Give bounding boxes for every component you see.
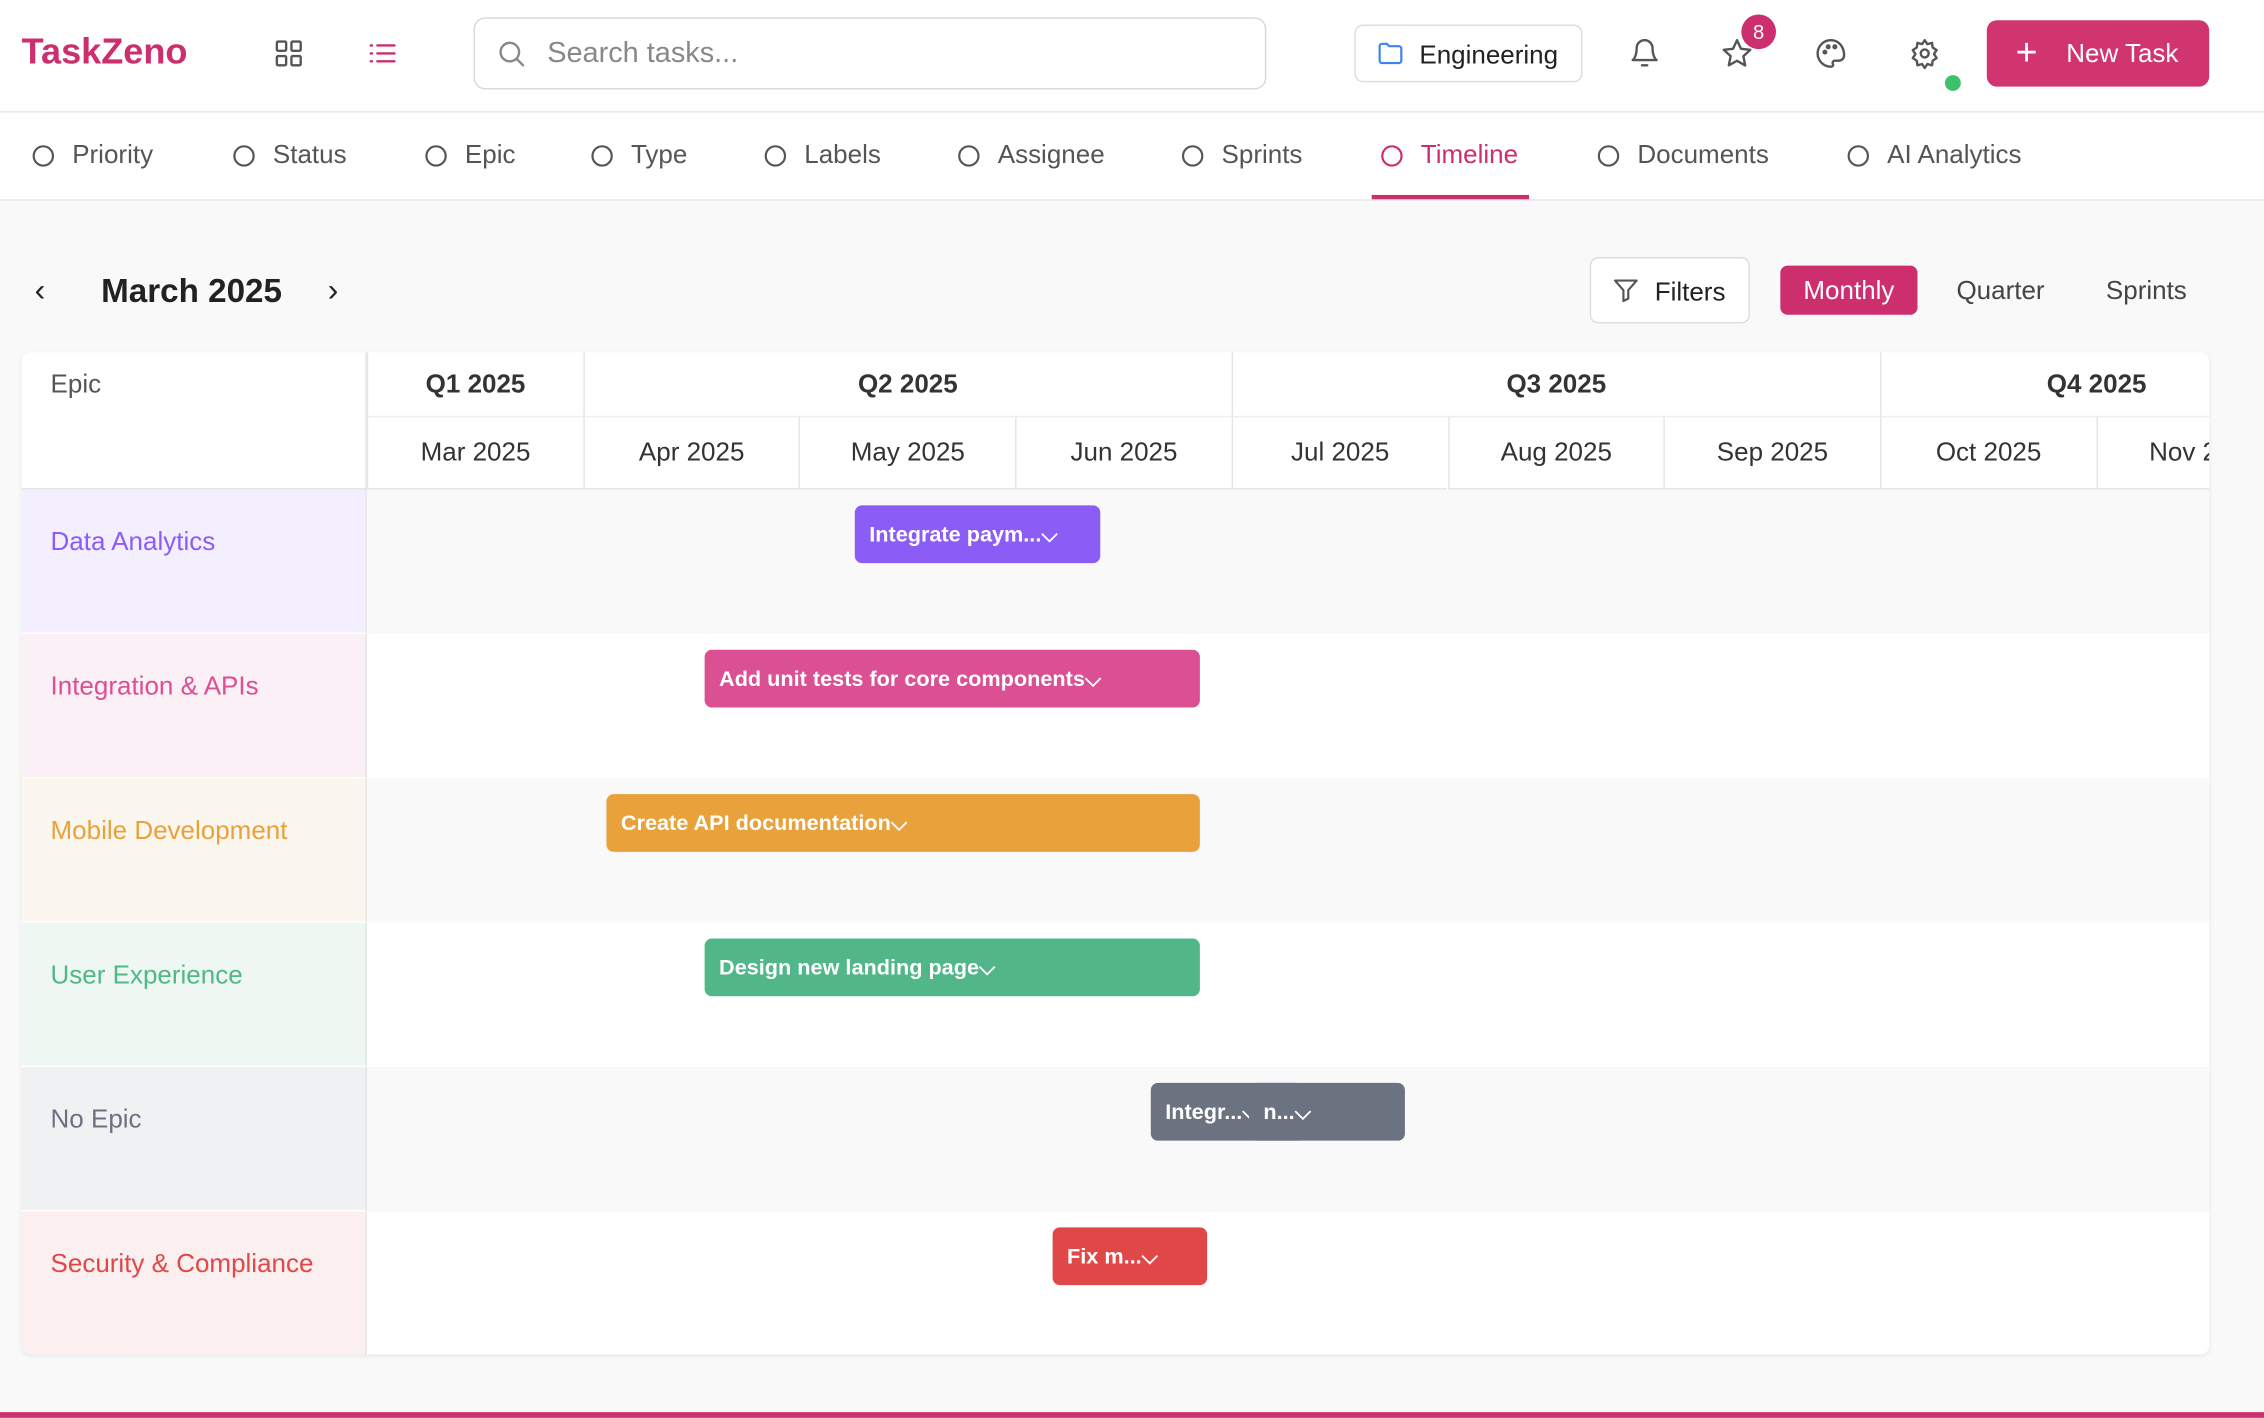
- badge: 8: [1741, 14, 1776, 50]
- task-title: n...: [1263, 1099, 1295, 1125]
- settings[interactable]: [1909, 38, 1941, 70]
- search-box[interactable]: Search tasks...: [473, 17, 1267, 90]
- view-button[interactable]: Sprints: [2079, 266, 2213, 315]
- tab-label: Labels: [804, 140, 881, 169]
- task-title: Add unit tests for core components: [719, 666, 1085, 691]
- tab[interactable]: Timeline: [1377, 140, 1518, 170]
- epic-name: Integration & APIs: [21, 633, 367, 779]
- search-placeholder: Search tasks...: [547, 37, 739, 70]
- quarter-header: Q3 2025: [1231, 352, 1880, 418]
- theme[interactable]: [1815, 38, 1847, 70]
- month-header: May 2025: [799, 417, 1016, 490]
- task-toggle[interactable]: ⌵: [979, 955, 996, 980]
- tab[interactable]: Labels: [761, 140, 881, 170]
- tab-label: Timeline: [1420, 140, 1519, 169]
- tab-bar: [0, 112, 2264, 201]
- tab[interactable]: Sprints: [1178, 140, 1302, 170]
- notifications[interactable]: [1629, 38, 1661, 70]
- tab[interactable]: Documents: [1594, 140, 1769, 170]
- period: March 2025: [101, 271, 283, 309]
- task-toggle[interactable]: ⌵: [890, 810, 908, 836]
- task-toggle[interactable]: ⌵: [1141, 1243, 1159, 1269]
- next-month[interactable]: ›: [327, 271, 339, 308]
- bottom-accent: [0, 1412, 2264, 1418]
- timeline-grid: Epic Q1 2025 Q2 2025 Q3 2025 Q4 2025 Mar 202…: [21, 352, 2210, 1355]
- view-button[interactable]: Quarter: [1932, 266, 2069, 315]
- project-selector[interactable]: Engineering: [1354, 24, 1583, 83]
- view-label: Sprints: [2105, 275, 2187, 304]
- tab-label: AI Analytics: [1887, 140, 2022, 169]
- tab[interactable]: Type: [588, 140, 688, 170]
- tab[interactable]: Status: [230, 140, 347, 170]
- month-header: Oct 2025: [1879, 417, 2096, 490]
- tab-label: Sprints: [1221, 140, 1303, 169]
- favorites[interactable]: [1721, 38, 1753, 70]
- tab-label: Status: [272, 140, 347, 169]
- task-bar[interactable]: Create API documentation ⌵: [606, 794, 1200, 852]
- task-bar[interactable]: Integrate paym... ⌵: [854, 505, 1101, 564]
- filters-button[interactable]: Filters: [1589, 257, 1751, 324]
- month-header: Nov 2025: [2095, 417, 2210, 490]
- task-title: Integrate paym...: [869, 521, 1042, 547]
- row-band: [366, 1211, 2210, 1355]
- task-title: Fix m...: [1067, 1243, 1142, 1269]
- quarter-header: Q2 2025: [582, 352, 1232, 418]
- grid-view[interactable]: [273, 38, 305, 70]
- list-view[interactable]: [367, 38, 399, 70]
- month-header: Jun 2025: [1015, 417, 1232, 490]
- project-name: Engineering: [1419, 40, 1559, 70]
- month-header: Aug 2025: [1447, 417, 1664, 490]
- logo[interactable]: TaskZeno: [21, 31, 188, 73]
- epic-name: No Epic: [21, 1067, 367, 1212]
- tab-label: Type: [630, 140, 688, 169]
- task-title: Create API documentation: [620, 810, 891, 836]
- task-toggle[interactable]: ⌵: [1084, 666, 1102, 691]
- filters-label: Filters: [1654, 277, 1726, 307]
- task-title: Design new landing page: [719, 955, 980, 980]
- active-underline: [1371, 194, 1530, 200]
- status-dot: [1944, 75, 1961, 91]
- month-header: Apr 2025: [582, 417, 800, 490]
- view-label: Quarter: [1956, 275, 2045, 304]
- tab[interactable]: Assignee: [954, 140, 1105, 170]
- row-band: [366, 922, 2210, 1069]
- tab[interactable]: AI Analytics: [1844, 140, 2022, 170]
- epic-name: Security & Compliance: [21, 1211, 367, 1355]
- tab-label: Priority: [72, 140, 154, 169]
- view-label: Monthly: [1803, 275, 1895, 304]
- quarter-header: Q4 2025: [1879, 352, 2210, 418]
- quarter-header: Q1 2025: [366, 352, 583, 418]
- prev-month[interactable]: ‹: [34, 271, 46, 308]
- epic-name: User Experience: [21, 922, 367, 1068]
- tab-label: Assignee: [997, 140, 1105, 169]
- task-bar[interactable]: Add unit tests for core components ⌵: [704, 649, 1200, 708]
- tab[interactable]: Priority: [29, 140, 153, 170]
- task-bar[interactable]: n... ⌵: [1248, 1082, 1405, 1141]
- epic-header: Epic: [21, 352, 367, 490]
- task-bar[interactable]: Design new landing page ⌵: [704, 938, 1200, 997]
- month-header: Mar 2025: [366, 417, 583, 490]
- task-toggle[interactable]: ⌵: [1294, 1099, 1312, 1125]
- task-toggle[interactable]: ⌵: [1041, 521, 1058, 547]
- epic-name: Data Analytics: [21, 489, 367, 634]
- task-bar[interactable]: Fix m... ⌵: [1052, 1227, 1208, 1286]
- row-band: [366, 489, 2210, 636]
- month-header: Sep 2025: [1663, 417, 1880, 490]
- tab-label: Documents: [1637, 140, 1769, 169]
- new-task-button[interactable]: + New Task: [1986, 20, 2210, 87]
- button-label: New Task: [2066, 38, 2179, 68]
- task-title: Integr...: [1165, 1099, 1243, 1125]
- row-band: [366, 633, 2210, 780]
- view-button[interactable]: Monthly: [1780, 265, 1918, 315]
- tab[interactable]: Epic: [422, 140, 516, 170]
- tab-label: Epic: [464, 140, 516, 169]
- epic-name: Mobile Development: [21, 778, 367, 923]
- month-header: Jul 2025: [1231, 417, 1448, 490]
